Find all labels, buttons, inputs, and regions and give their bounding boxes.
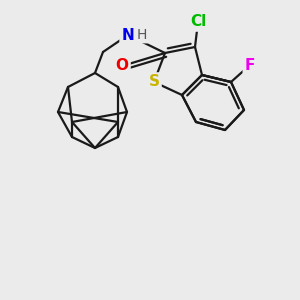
Text: Cl: Cl (190, 14, 206, 29)
Text: H: H (137, 28, 147, 42)
Text: N: N (122, 28, 134, 43)
Text: S: S (148, 74, 160, 89)
Text: F: F (245, 58, 255, 73)
Text: O: O (116, 58, 128, 74)
